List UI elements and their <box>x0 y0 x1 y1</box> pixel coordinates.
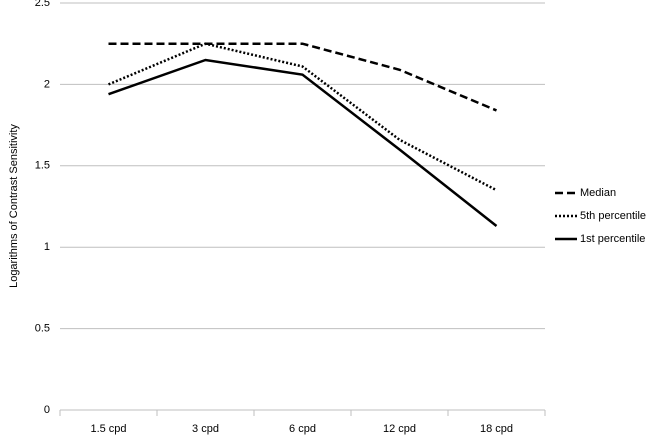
x-tick-label: 6 cpd <box>289 423 316 435</box>
legend-label: 1st percentile <box>580 233 645 245</box>
y-tick-label: 1 <box>44 241 50 253</box>
x-tick-label: 18 cpd <box>480 423 513 435</box>
series-line <box>108 42 498 192</box>
series-line <box>108 58 498 228</box>
y-axis-label: Logarithms of Contrast Sensitivity <box>8 124 20 288</box>
y-tick-label: 0 <box>44 404 50 416</box>
x-tick-label: 3 cpd <box>192 423 219 435</box>
legend-label: Median <box>580 187 616 199</box>
y-tick-label: 2.5 <box>35 0 50 9</box>
legend-label: 5th percentile <box>580 210 646 222</box>
x-tick-label: 1.5 cpd <box>90 423 126 435</box>
x-tick-label: 12 cpd <box>383 423 416 435</box>
y-tick-label: 0.5 <box>35 323 50 335</box>
y-tick-label: 1.5 <box>35 160 50 172</box>
y-tick-label: 2 <box>44 78 50 90</box>
series-line <box>108 42 497 112</box>
